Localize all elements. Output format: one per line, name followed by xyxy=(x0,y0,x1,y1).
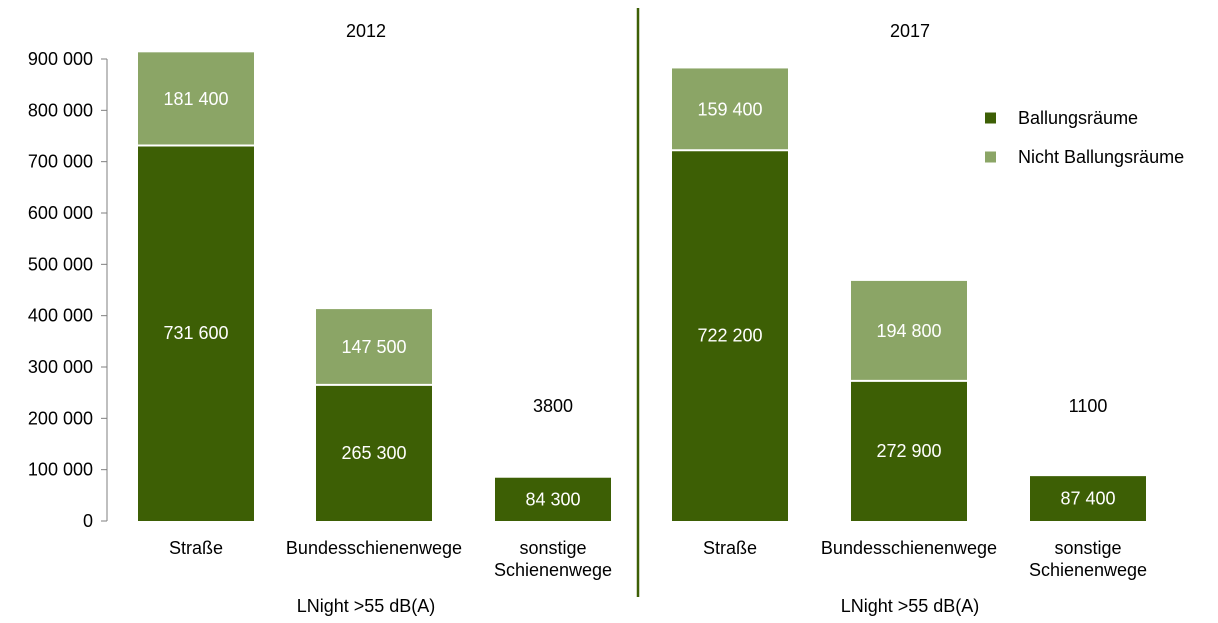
y-tick-label: 900 000 xyxy=(28,49,93,69)
category-label: Straße xyxy=(169,538,223,558)
legend-label: Ballungsräume xyxy=(1018,108,1138,128)
bar-ballungsraeume xyxy=(316,384,432,521)
chart-panels: 2012 731 600 181 400 Straße 265 300 147 500 Bu… xyxy=(138,8,1147,616)
y-tick-label: 200 000 xyxy=(28,408,93,428)
panel-title: 2012 xyxy=(346,21,386,41)
data-label-nicht-ballungsraeume: 3800 xyxy=(533,396,573,416)
data-label-nicht-ballungsraeume: 194 800 xyxy=(876,321,941,341)
y-tick-label: 500 000 xyxy=(28,254,93,274)
panel-title: 2017 xyxy=(890,21,930,41)
data-label-nicht-ballungsraeume: 1100 xyxy=(1069,396,1108,416)
data-label-ballungsraeume: 272 900 xyxy=(876,441,941,461)
x-axis-label: LNight >55 dB(A) xyxy=(297,596,436,616)
y-tick-label: 400 000 xyxy=(28,306,93,326)
y-tick-label: 0 xyxy=(83,511,93,531)
category-label: sonstige xyxy=(1054,538,1121,558)
bar-ballungsraeume xyxy=(138,145,254,522)
category-label: Straße xyxy=(703,538,757,558)
y-tick-label: 600 000 xyxy=(28,203,93,223)
data-label-ballungsraeume: 265 300 xyxy=(341,443,406,463)
data-label-ballungsraeume: 84 300 xyxy=(525,489,580,509)
category-label: Schienenwege xyxy=(1029,560,1147,580)
data-label-ballungsraeume: 731 600 xyxy=(163,323,228,343)
bar-ballungsraeume xyxy=(672,150,788,521)
x-axis-label: LNight >55 dB(A) xyxy=(841,596,980,616)
legend-swatch xyxy=(985,151,996,163)
data-label-nicht-ballungsraeume: 147 500 xyxy=(341,337,406,357)
data-label-nicht-ballungsraeume: 181 400 xyxy=(163,89,228,109)
bar-nicht-ballungsraeume xyxy=(851,280,967,381)
bar-ballungsraeume xyxy=(851,380,967,521)
data-label-ballungsraeume: 722 200 xyxy=(697,326,762,346)
legend-swatch xyxy=(985,112,996,124)
y-tick-label: 700 000 xyxy=(28,152,93,172)
data-label-ballungsraeume: 87 400 xyxy=(1060,489,1115,509)
data-label-nicht-ballungsraeume: 159 400 xyxy=(697,99,762,119)
category-label: Bundesschienenwege xyxy=(286,538,462,558)
category-label: Bundesschienenwege xyxy=(821,538,997,558)
y-tick-label: 800 000 xyxy=(28,100,93,120)
y-tick-label: 100 000 xyxy=(28,460,93,480)
panel-2012: 2012 731 600 181 400 Straße 265 300 147 500 Bu… xyxy=(138,21,612,616)
bar-nicht-ballungsraeume xyxy=(672,68,788,151)
bar-ballungsraeume xyxy=(495,477,611,521)
legend: Ballungsräume Nicht Ballungsräume xyxy=(985,108,1184,167)
category-label: Schienenwege xyxy=(494,560,612,580)
panel-2017: 2017 722 200 159 400 Straße 272 900 194 800 Bu… xyxy=(672,21,1147,616)
y-axis: 0 100 000 200 000 300 000 400 000 500 000 600 … xyxy=(28,49,108,531)
bar-nicht-ballungsraeume xyxy=(138,52,254,146)
legend-label: Nicht Ballungsräume xyxy=(1018,147,1184,167)
category-label: sonstige xyxy=(519,538,586,558)
bar-ballungsraeume xyxy=(1030,476,1146,521)
bar-nicht-ballungsraeume xyxy=(316,309,432,385)
y-tick-label: 300 000 xyxy=(28,357,93,377)
